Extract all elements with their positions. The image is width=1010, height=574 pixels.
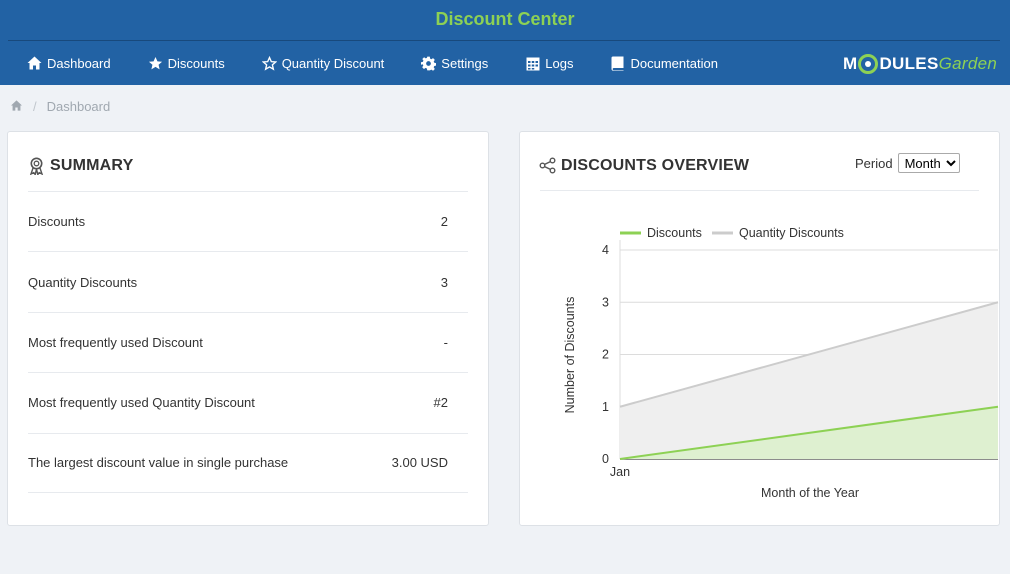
star-outline-icon (261, 55, 277, 71)
nav-item-label: Quantity Discount (281, 55, 385, 71)
summary-label: Most frequently used Discount (28, 334, 203, 350)
summary-label: Quantity Discounts (28, 274, 138, 290)
summary-value: - (443, 334, 448, 350)
y-tick-label: 4 (602, 243, 609, 257)
chart-areas (620, 302, 998, 459)
summary-value: 3.00 USD (391, 455, 448, 471)
nav-item-label: Documentation (630, 55, 718, 71)
summary-row: Quantity Discounts 3 (28, 251, 468, 311)
summary-label: Most frequently used Quantity Discount (28, 395, 255, 411)
calendar-icon (525, 56, 540, 71)
y-axis-label: Number of Discounts (563, 297, 577, 414)
overview-divider (540, 190, 979, 191)
period-control: Period Month (855, 153, 960, 173)
summary-label: The largest discount value in single pur… (28, 455, 289, 471)
nav-item-dashboard[interactable]: Dashboard (27, 56, 111, 71)
nav-item-documentation[interactable]: Documentation (610, 55, 718, 71)
nav-item-label: Logs (545, 55, 574, 71)
summary-value: #2 (433, 395, 448, 411)
x-axis-label: Month of the Year (761, 486, 859, 500)
book-icon (610, 56, 625, 71)
nav-item-label: Settings (441, 55, 489, 71)
discounts-chart: 0 1 2 3 4 Jan Discounts Quantity Discounts Nu… (563, 226, 999, 500)
top-header: Discount Center Dashboard Discounts Quan… (0, 0, 1010, 85)
breadcrumb: / Dashboard (10, 99, 110, 114)
breadcrumb-separator: / (33, 99, 37, 114)
summary-value: 3 (440, 274, 448, 290)
summary-row: Most frequently used Quantity Discount #… (28, 372, 468, 432)
chart-lines (619, 301, 999, 460)
summary-label: Discounts (28, 214, 86, 230)
period-select[interactable]: Month (897, 153, 960, 173)
discounts-overview-panel: DISCOUNTS OVERVIEW Period Month 0 1 2 3 4 Ja… (519, 131, 1000, 526)
summary-value: 2 (440, 214, 448, 230)
nav-item-label: Discounts (167, 55, 225, 71)
nav-item-label: Dashboard (47, 55, 111, 71)
breadcrumb-current: Dashboard (46, 99, 111, 114)
summary-row: The largest discount value in single pur… (28, 432, 468, 493)
share-icon (539, 157, 557, 175)
app-title: Discount Center (435, 9, 575, 29)
summary-row: Most frequently used Discount - (28, 311, 468, 372)
legend-entry: Quantity Discounts (739, 226, 844, 240)
award-icon (28, 157, 46, 175)
main-nav: Dashboard Discounts Quantity Discount Se… (27, 51, 755, 75)
nav-item-discounts[interactable]: Discounts (148, 56, 225, 71)
gear-icon (421, 56, 437, 71)
summary-title: SUMMARY (28, 157, 133, 175)
nav-divider (8, 40, 1000, 41)
nav-item-logs[interactable]: Logs (525, 56, 573, 71)
nav-item-settings[interactable]: Settings (421, 56, 488, 71)
nav-item-quantity-discount[interactable]: Quantity Discount (261, 55, 385, 71)
chart-legend: Discounts Quantity Discounts (620, 226, 844, 240)
overview-title: DISCOUNTS OVERVIEW (539, 157, 749, 175)
period-label: Period (855, 155, 893, 171)
logo-mark-icon (858, 54, 879, 74)
home-icon[interactable] (10, 99, 23, 114)
x-tick-label: Jan (610, 465, 630, 479)
x-axis-ticks: Jan (610, 465, 630, 479)
y-tick-label: 0 (602, 452, 609, 466)
home-icon (27, 56, 42, 71)
series-line (619, 405, 999, 460)
y-tick-label: 1 (602, 400, 609, 414)
modulesgarden-logo[interactable]: M DULES Garden (843, 54, 998, 74)
summary-row: Discounts 2 (28, 191, 468, 251)
summary-panel: SUMMARY Discounts 2 Quantity Discounts 3… (7, 131, 489, 526)
legend-entry: Discounts (647, 226, 702, 240)
series-line (619, 301, 999, 408)
star-icon (148, 56, 163, 71)
y-tick-label: 3 (602, 295, 609, 309)
y-tick-label: 2 (602, 348, 609, 362)
y-axis-ticks: 0 1 2 3 4 (602, 243, 609, 466)
summary-list: Discounts 2 Quantity Discounts 3 Most fr… (28, 191, 468, 493)
